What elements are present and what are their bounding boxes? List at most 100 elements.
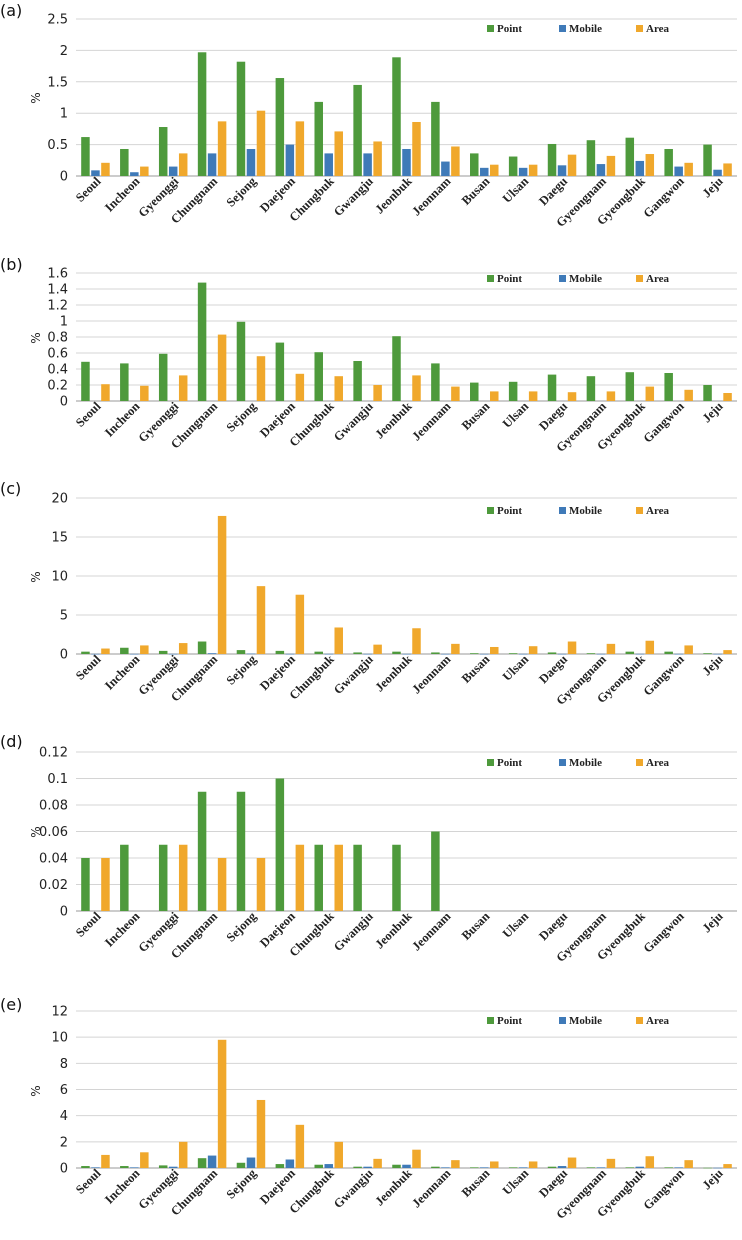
bar-area-seoul xyxy=(101,858,110,911)
legend-label-point: Point xyxy=(497,23,522,35)
y-tick-label: 1 xyxy=(60,315,68,330)
bar-area-jeju xyxy=(723,1164,732,1168)
bar-point-gyeonggi xyxy=(158,353,168,401)
bar-area-gyeonggi xyxy=(178,844,188,911)
bar-area-ulsan xyxy=(528,646,538,654)
bar-area-jeonbuk xyxy=(412,1149,421,1168)
bar-mobile-jeonbuk xyxy=(402,1164,411,1168)
bar-point-gyeonggi xyxy=(158,844,168,911)
bar-mobile-seoul xyxy=(91,1167,100,1168)
legend-label-point: Point xyxy=(497,273,522,285)
y-tick-label: 12 xyxy=(51,1005,68,1020)
bar-area-incheon xyxy=(140,1152,149,1168)
legend-swatch-point xyxy=(487,1017,494,1024)
bar-area-gyeonggi xyxy=(178,1141,188,1168)
legend-label-area: Area xyxy=(646,757,670,769)
x-tick-label: Gwangju xyxy=(331,652,376,697)
y-tick-label: 20 xyxy=(51,492,68,507)
bar-point-jeju xyxy=(703,653,712,654)
y-tick-label: 0.2 xyxy=(47,379,68,394)
bar-area-busan xyxy=(490,1161,499,1168)
legend-label-area: Area xyxy=(646,1015,670,1027)
y-tick-label: 1.5 xyxy=(47,75,68,90)
legend-label-mobile: Mobile xyxy=(569,23,602,35)
y-tick-label: 1.6 xyxy=(47,267,68,282)
panel-label: (d) xyxy=(0,732,23,751)
y-tick-label: 0.06 xyxy=(39,825,68,840)
bar-mobile-busan xyxy=(480,167,489,176)
bar-mobile-jeonnam xyxy=(441,161,450,176)
bar-mobile-gyeongnam xyxy=(596,1167,606,1168)
bar-area-daejeon xyxy=(295,844,305,911)
legend-label-mobile: Mobile xyxy=(569,1015,602,1027)
x-tick-label: Busan xyxy=(459,1166,493,1200)
bar-point-daegu xyxy=(547,374,557,401)
bar-point-jeonbuk xyxy=(392,1164,401,1168)
y-tick-label: 0 xyxy=(60,395,68,410)
x-tick-label: Gangwon xyxy=(641,174,687,220)
bar-mobile-incheon xyxy=(130,1167,139,1168)
y-tick-label: 0.12 xyxy=(39,746,68,761)
bar-mobile-gwangju xyxy=(363,153,372,176)
y-tick-label: 1 xyxy=(60,107,68,122)
chart-panel-3: (c)%05101520SeoulIncheonGyeonggiChungnam… xyxy=(0,479,737,708)
bar-area-gyeongbuk xyxy=(645,1156,655,1168)
legend-swatch-point xyxy=(487,507,494,514)
bar-mobile-gyeonggi xyxy=(168,1166,178,1168)
x-tick-label: Sejong xyxy=(224,909,260,945)
bar-point-jeonbuk xyxy=(392,844,401,911)
x-tick-label: Busan xyxy=(459,399,493,433)
bar-mobile-gyeonggi xyxy=(168,653,178,655)
x-tick-label: Gwangju xyxy=(331,399,376,444)
bar-mobile-gwangju xyxy=(363,653,372,655)
bar-area-chungnam xyxy=(217,515,227,654)
bar-point-gyeonggi xyxy=(158,1165,168,1168)
bar-point-gyeongbuk xyxy=(625,372,635,401)
bar-point-gwangju xyxy=(353,652,362,654)
bar-mobile-chungnam xyxy=(207,1155,217,1168)
bar-area-chungbuk xyxy=(334,376,343,401)
bar-point-seoul xyxy=(81,858,90,911)
bar-point-busan xyxy=(470,382,479,401)
bar-area-jeonnam xyxy=(451,386,460,401)
bar-area-gyeongbuk xyxy=(645,154,655,176)
bar-area-daegu xyxy=(567,154,577,176)
x-tick-label: Busan xyxy=(459,652,493,686)
bar-mobile-gangwon xyxy=(674,166,683,176)
y-tick-label: 2.5 xyxy=(47,13,68,28)
x-tick-label: Jeonnam xyxy=(409,1166,454,1211)
y-tick-label: 8 xyxy=(60,1057,68,1072)
y-tick-label: 0.04 xyxy=(39,852,68,867)
bar-point-incheon xyxy=(120,148,129,176)
y-axis-label: % xyxy=(29,332,43,343)
x-tick-label: Daegu xyxy=(536,399,570,433)
x-tick-label: Jeju xyxy=(700,652,726,678)
bar-point-daejeon xyxy=(275,78,285,176)
x-tick-label: Busan xyxy=(459,174,493,208)
x-tick-label: Jeju xyxy=(700,909,726,935)
legend-swatch-point xyxy=(487,759,494,766)
bar-mobile-ulsan xyxy=(518,1167,528,1168)
bar-mobile-daegu xyxy=(557,165,567,176)
bar-point-sejong xyxy=(236,1162,246,1168)
bar-mobile-gyeonggi xyxy=(168,166,178,176)
bar-area-chungbuk xyxy=(334,131,343,176)
y-tick-label: 0 xyxy=(60,1162,68,1177)
legend-swatch-mobile xyxy=(559,25,566,32)
bar-mobile-ulsan xyxy=(518,653,528,655)
chart-panel-1: (a)%00.511.522.5SeoulIncheonGyeonggiChun… xyxy=(0,1,737,230)
bar-area-ulsan xyxy=(528,164,538,176)
bar-area-daejeon xyxy=(295,373,305,401)
y-tick-label: 10 xyxy=(51,1031,68,1046)
x-tick-label: Gangwon xyxy=(641,399,687,445)
bar-area-gangwon xyxy=(684,1160,693,1168)
x-tick-label: Gwangju xyxy=(331,1166,376,1211)
bar-area-gyeongnam xyxy=(606,155,616,176)
bar-point-daejeon xyxy=(275,342,285,401)
legend-swatch-area xyxy=(636,25,643,32)
x-tick-label: Gwangju xyxy=(331,909,376,954)
bar-point-gyeongnam xyxy=(586,140,596,176)
bar-mobile-chungbuk xyxy=(324,653,333,655)
legend-label-area: Area xyxy=(646,505,670,517)
bar-point-seoul xyxy=(81,361,90,401)
